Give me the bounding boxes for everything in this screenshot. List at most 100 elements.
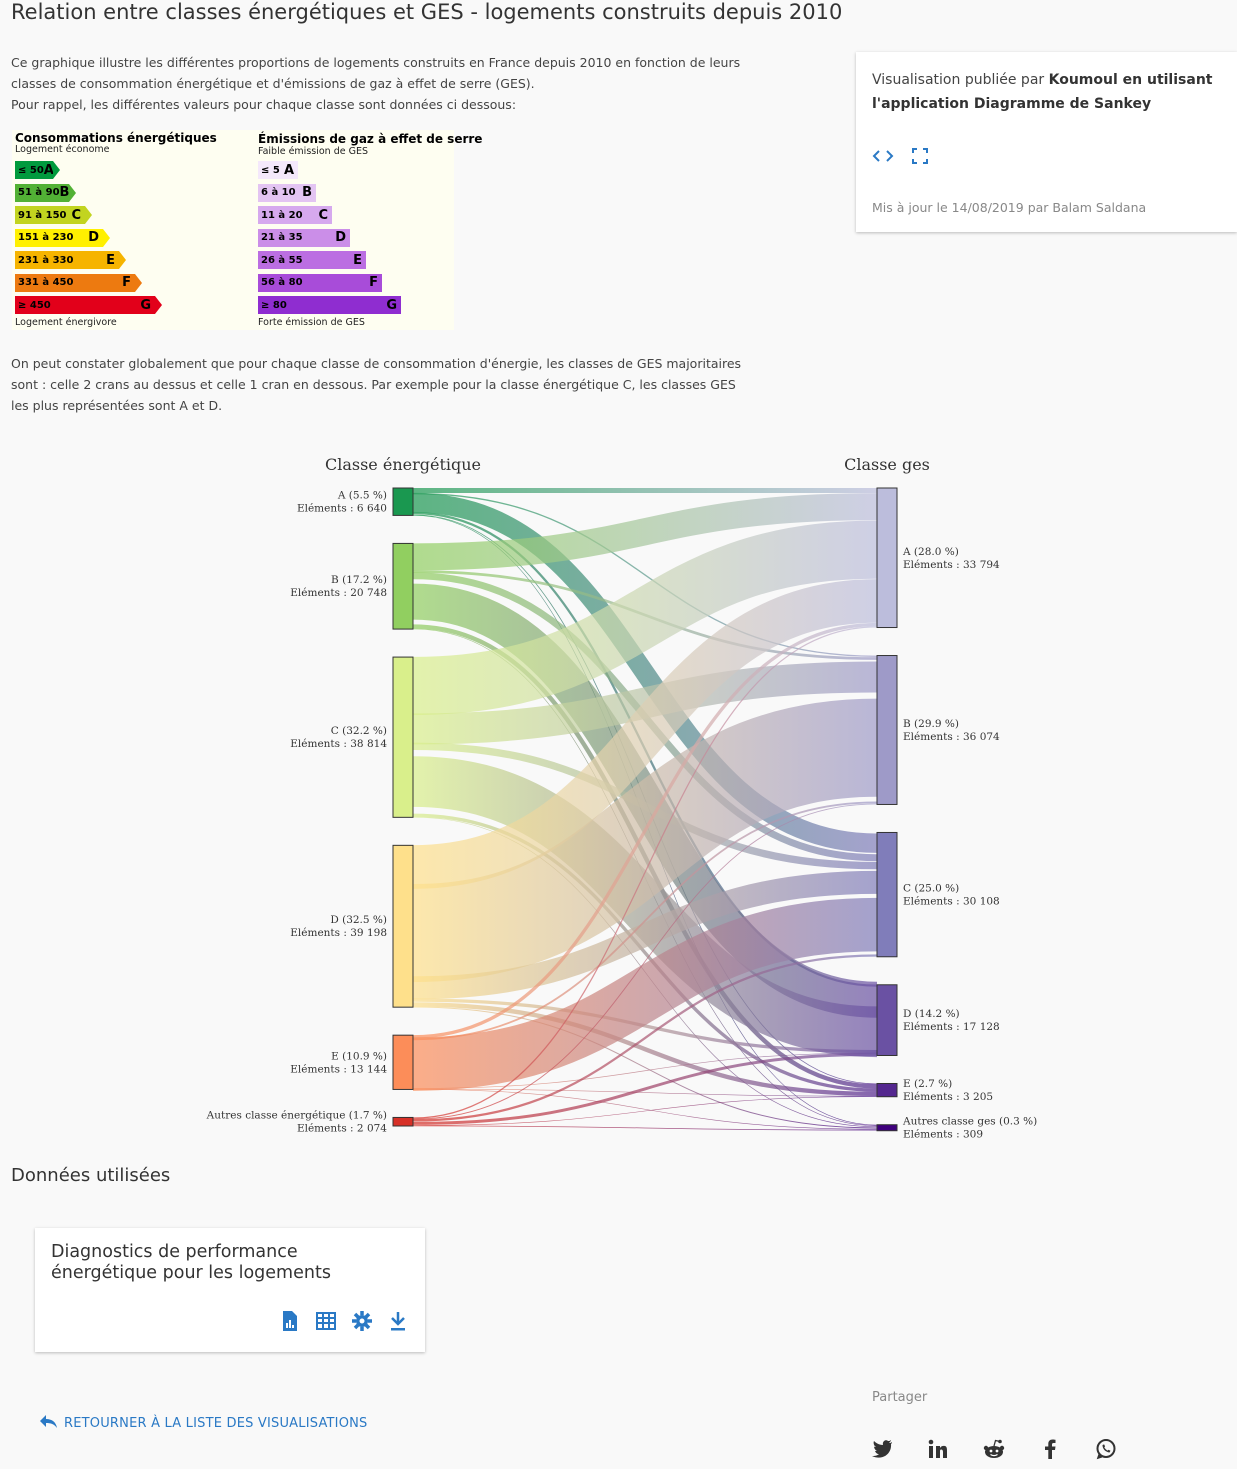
back-to-list-link[interactable]: RETOURNER À LA LISTE DES VISUALISATIONS [38,1413,368,1433]
sankey-link [412,579,878,889]
sankey-link [412,1052,878,1125]
back-label[interactable]: RETOURNER À LA LISTE DES VISUALISATIONS [64,1415,368,1431]
sankey-link [412,801,878,1041]
sankey-link [412,1002,878,1097]
right-node-label: E (2.7 %) [903,1078,952,1090]
card-actions [872,148,928,168]
left-node-label: A (5.5 %) [337,490,387,502]
right-node-0 [876,487,898,629]
energy-letter-b: B [59,185,70,200]
ges-bar-b: 6 à 10 B [258,183,316,202]
left-node-label: B (17.2 %) [331,574,387,586]
right-node-label: Autres classe ges (0.3 %) [902,1116,1037,1128]
report-icon[interactable] [279,1310,301,1336]
intro-line-2: Pour rappel, les différentes valeurs pou… [11,97,517,112]
energy-arrow-tip [85,206,92,224]
ges-letter-c: C [318,207,328,223]
settings-icon[interactable] [351,1310,373,1336]
social-share [870,1437,1118,1461]
sankey-link [412,698,878,983]
right-node-label: A (28.0 %) [902,546,959,558]
sankey-link [412,520,878,716]
sankey-link [412,1088,878,1097]
sankey-link [412,493,878,571]
energy-range-f: 331 à 450 [18,277,74,288]
sankey-link [412,622,878,1039]
ges-bar-e: 26 à 55 E [258,251,366,269]
table-icon[interactable] [315,1310,337,1336]
energy-arrow-tip [103,228,110,247]
sankey-link [412,870,878,1000]
ges-letter-f: F [369,275,378,290]
reddit-icon[interactable] [982,1437,1006,1461]
left-node-elements: Eléments : 20 748 [290,587,387,599]
right-node-3 [876,984,898,1056]
whatsapp-icon[interactable] [1094,1437,1118,1461]
ges-range-f: 56 à 80 [261,277,303,288]
left-node-elements: Eléments : 2 074 [297,1123,387,1135]
energy-bar-a: ≤ 50 A [15,161,60,179]
energy-arrow-tip [119,251,126,269]
ges-range-e: 26 à 55 [261,254,303,266]
right-node-4 [876,1082,898,1098]
twitter-icon[interactable] [870,1437,894,1461]
sankey-link [412,626,878,1119]
left-node-1 [392,542,414,630]
sankey-link [412,803,878,1120]
code-icon[interactable] [872,148,894,168]
ges-range-b: 6 à 10 [261,187,296,198]
right-node-label: C (25.0 %) [903,883,959,895]
updated-info: Mis à jour le 14/08/2019 par Balam Salda… [872,200,1147,215]
sankey-chart: Classe énergétique Classe ges A (5.5 %) Elé… [206,455,1038,1141]
left-node-elements: Eléments : 39 198 [290,927,387,939]
fullscreen-icon[interactable] [912,148,928,168]
left-node-label: D (32.5 %) [330,914,387,926]
left-node-elements: Eléments : 13 144 [290,1063,387,1075]
energy-scale-top: Logement économe [15,144,110,155]
conclusion-text: On peut constater globalement que pour c… [11,356,742,413]
reply-icon [38,1413,58,1433]
facebook-icon[interactable] [1038,1437,1062,1461]
ges-bar-g: ≥ 80 G [258,296,401,314]
energy-arrow-tip [69,183,76,202]
download-icon[interactable] [387,1310,409,1336]
left-node-4 [392,1034,414,1090]
energy-letter-g: G [140,297,151,313]
sankey-link [412,756,878,1058]
energy-bar-f: 331 à 450 F [15,273,142,292]
intro-line-1: Ce graphique illustre les différentes pr… [11,55,741,91]
right-node-1 [876,655,898,805]
published-prefix: Visualisation publiée par [872,72,1045,88]
left-node-label: Autres classe énergétique (1.7 %) [206,1110,387,1122]
energy-scale-title: Consommations énergétiques [15,131,217,145]
right-node-elements: Eléments : 309 [903,1129,983,1141]
energy-bar-d: 151 à 230 D [15,228,110,247]
right-axis-title: Classe ges [844,455,930,474]
dataset-title[interactable]: Diagnostics de performance énergétique p… [51,1242,331,1283]
ges-letter-a: A [283,162,294,178]
share-label: Partager [872,1390,928,1405]
published-author[interactable]: Koumoul en utilisant l'application Diagr… [872,72,1213,112]
left-axis-title: Classe énergétique [325,455,481,474]
ges-letter-b: B [302,185,312,200]
sankey-link [412,493,878,853]
energy-bar-b: 51 à 90 B [15,183,76,202]
sankey-link [412,1125,878,1131]
right-node-5 [876,1124,898,1132]
ges-letter-d: D [335,230,346,245]
sankey-link [412,897,878,1091]
ges-scale-top: Faible émission de GES [258,146,369,157]
right-node-label: D (14.2 %) [903,1008,960,1020]
energy-letter-f: F [122,275,131,290]
donnees-heading: Données utilisées [11,1165,171,1186]
energy-arrow-tip [135,273,142,292]
ges-letter-e: E [353,252,362,268]
left-node-label: C (32.2 %) [331,725,387,737]
energy-range-g: ≥ 450 [18,299,51,311]
linkedin-icon[interactable] [926,1437,950,1461]
energy-bar-g: ≥ 450 G [15,296,162,314]
energy-range-d: 151 à 230 [18,232,74,243]
dataset-card[interactable]: Diagnostics de performance énergétique p… [35,1228,425,1352]
energy-range-a: ≤ 50 [18,164,44,176]
